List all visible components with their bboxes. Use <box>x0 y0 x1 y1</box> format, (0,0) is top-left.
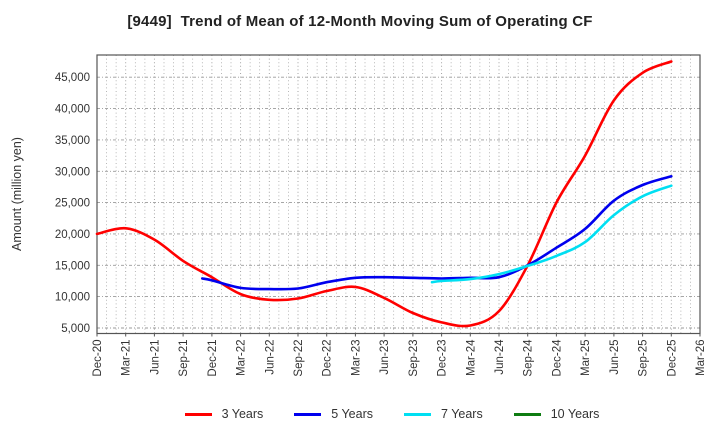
x-tick-label: Mar-21 <box>121 340 133 376</box>
x-tick-label: Mar-23 <box>350 340 362 376</box>
legend-swatch-5-years <box>294 412 322 416</box>
series-line-3-years <box>95 60 673 328</box>
legend-item-3-years: 3 Years <box>184 407 264 421</box>
x-tick-label: Mar-24 <box>465 339 477 376</box>
x-tick-label: Sep-24 <box>523 339 535 377</box>
x-tick-label: Jun-21 <box>149 340 161 375</box>
legend-label-10-years: 10 Years <box>550 407 600 421</box>
legend-item-10-years: 10 Years <box>513 407 600 421</box>
legend-label-7-years: 7 Years <box>441 407 483 421</box>
y-tick-label: 35,000 <box>55 135 90 147</box>
x-tick-label: Dec-20 <box>92 340 104 377</box>
series-line-5-years <box>201 175 673 291</box>
x-tick-label: Dec-23 <box>437 340 449 377</box>
x-tick-label: Sep-21 <box>178 340 190 377</box>
legend-item-7-years: 7 Years <box>404 407 483 421</box>
plot-frame <box>96 54 701 335</box>
y-tick-label: 45,000 <box>55 72 90 84</box>
legend-swatch-3-years <box>184 412 212 416</box>
x-tick-label: Jun-24 <box>494 339 506 375</box>
x-tick-label: Sep-25 <box>638 340 650 377</box>
legend: 3 Years 5 Years 7 Years 10 Years <box>32 407 720 421</box>
x-tick-label: Mar-22 <box>236 340 248 376</box>
x-tick-label: Dec-24 <box>551 339 563 377</box>
y-tick-label: 5,000 <box>61 323 90 335</box>
legend-swatch-10-years <box>513 412 541 416</box>
x-tick-label: Jun-22 <box>264 340 276 375</box>
y-tick-label: 40,000 <box>55 104 90 116</box>
x-tick-label: Mar-26 <box>695 340 707 376</box>
legend-swatch-7-years <box>404 412 432 416</box>
x-tick-label: Dec-21 <box>207 340 219 377</box>
x-tick-label: Jun-23 <box>379 340 391 375</box>
legend-label-5-years: 5 Years <box>331 407 374 421</box>
x-tick-label: Sep-23 <box>408 340 420 377</box>
y-tick-label: 15,000 <box>55 260 90 272</box>
x-tick-label: Jun-25 <box>609 340 621 375</box>
x-tick-label: Sep-22 <box>293 340 305 377</box>
y-tick-label: 30,000 <box>55 166 90 178</box>
legend-label-3-years: 3 Years <box>221 407 264 421</box>
y-tick-label: 25,000 <box>55 198 90 210</box>
x-tick-label: Mar-25 <box>580 340 592 376</box>
legend-item-5-years: 5 Years <box>294 407 373 421</box>
y-tick-label: 10,000 <box>55 292 90 304</box>
series-line-7-years <box>430 184 673 284</box>
x-tick-label: Dec-25 <box>666 340 678 377</box>
chart-title: [9449] Trend of Mean of 12-Month Moving … <box>127 13 593 30</box>
x-tick-label: Dec-22 <box>322 340 334 377</box>
y-tick-label: 20,000 <box>55 229 90 241</box>
